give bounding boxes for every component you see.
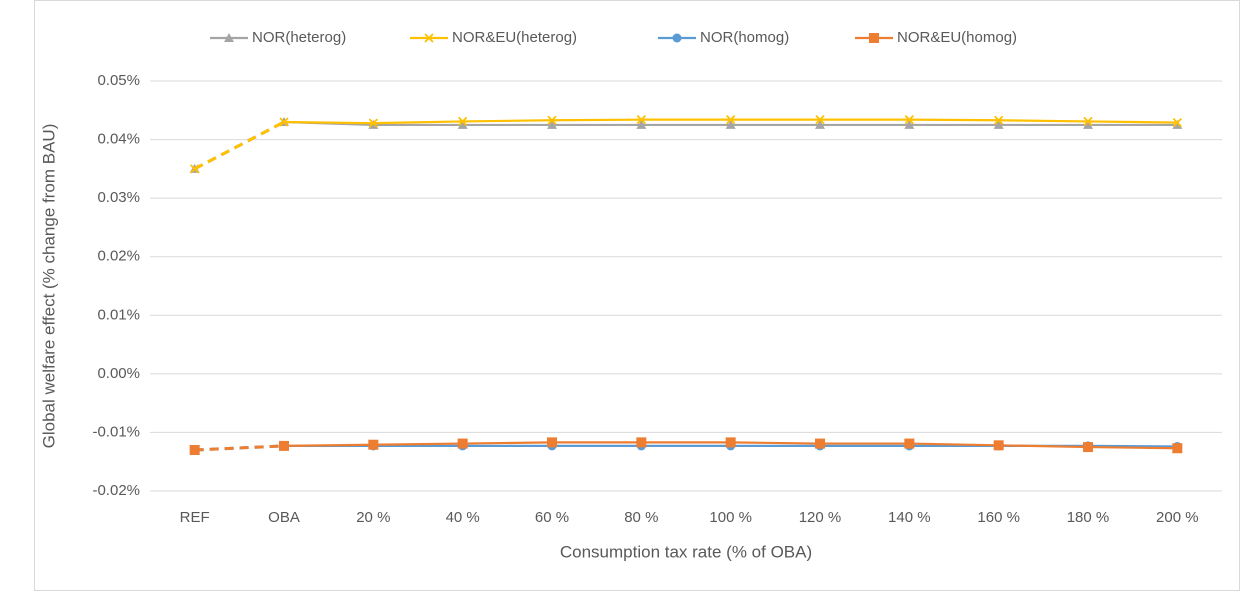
marker xyxy=(547,119,557,129)
y-tick-label: 0.05% xyxy=(97,72,140,89)
x-tick-label: 160 % xyxy=(977,509,1020,526)
marker xyxy=(904,119,915,129)
marker xyxy=(279,117,289,127)
legend-item: NOR(homog) xyxy=(658,29,789,46)
marker xyxy=(1083,116,1093,127)
y-tick-label: 0.00% xyxy=(97,365,140,382)
marker xyxy=(547,437,557,448)
marker xyxy=(725,437,736,448)
y-tick-label: -0.01% xyxy=(92,423,140,440)
marker xyxy=(726,115,736,125)
marker xyxy=(457,438,468,449)
marker xyxy=(368,118,378,128)
marker xyxy=(904,438,915,449)
marker xyxy=(993,119,1004,129)
x-tick-label: REF xyxy=(180,509,210,526)
x-tick-label: 120 % xyxy=(799,509,842,526)
x-tick-label: 20 % xyxy=(356,509,390,526)
series-line xyxy=(194,444,285,452)
marker xyxy=(190,164,200,174)
legend-label: NOR(homog) xyxy=(700,29,789,46)
marker xyxy=(1172,443,1183,454)
legend-item: NOR&EU(heterog) xyxy=(410,29,577,46)
marker xyxy=(725,119,736,129)
y-axis-title: Global welfare effect (% change from BAU… xyxy=(39,124,58,449)
marker xyxy=(457,119,468,129)
marker xyxy=(994,115,1004,125)
x-tick-label: 60 % xyxy=(535,509,569,526)
marker xyxy=(815,438,825,449)
series-line xyxy=(193,120,285,171)
y-tick-label: 0.04% xyxy=(97,131,140,148)
y-tick-label: 0.01% xyxy=(97,306,140,323)
legend-marker xyxy=(672,33,682,43)
marker xyxy=(547,115,557,125)
marker xyxy=(1083,119,1093,129)
x-tick-label: 80 % xyxy=(624,509,658,526)
legend-item: NOR&EU(homog) xyxy=(855,29,1017,46)
legend-marker xyxy=(869,33,879,43)
marker xyxy=(815,119,825,129)
x-tick-label: 200 % xyxy=(1156,509,1199,526)
legend-label: NOR&EU(homog) xyxy=(897,29,1017,46)
legend-marker xyxy=(224,33,234,42)
marker xyxy=(1083,442,1093,453)
marker xyxy=(904,115,914,125)
legend-label: NOR(heterog) xyxy=(252,29,346,46)
x-tick-label: 40 % xyxy=(446,509,480,526)
y-tick-label: 0.03% xyxy=(97,189,140,206)
marker xyxy=(636,437,647,448)
marker xyxy=(279,440,289,451)
marker xyxy=(368,439,379,450)
legend-label: NOR&EU(heterog) xyxy=(452,29,577,46)
marker xyxy=(458,116,468,127)
y-tick-label: 0.02% xyxy=(97,248,140,265)
marker xyxy=(189,445,200,455)
y-tick-label: -0.02% xyxy=(92,482,140,499)
x-tick-label: OBA xyxy=(268,509,300,526)
chart-border xyxy=(34,0,1240,591)
marker xyxy=(636,115,646,125)
x-tick-label: 180 % xyxy=(1067,509,1110,526)
x-axis-title: Consumption tax rate (% of OBA) xyxy=(560,542,812,561)
marker xyxy=(993,440,1004,451)
marker xyxy=(1172,117,1182,128)
legend-marker xyxy=(424,33,434,43)
marker xyxy=(636,119,647,129)
x-tick-label: 140 % xyxy=(888,509,931,526)
x-tick-label: 100 % xyxy=(709,509,752,526)
legend-item: NOR(heterog) xyxy=(210,29,346,46)
marker xyxy=(815,115,825,125)
marker xyxy=(1172,119,1183,129)
